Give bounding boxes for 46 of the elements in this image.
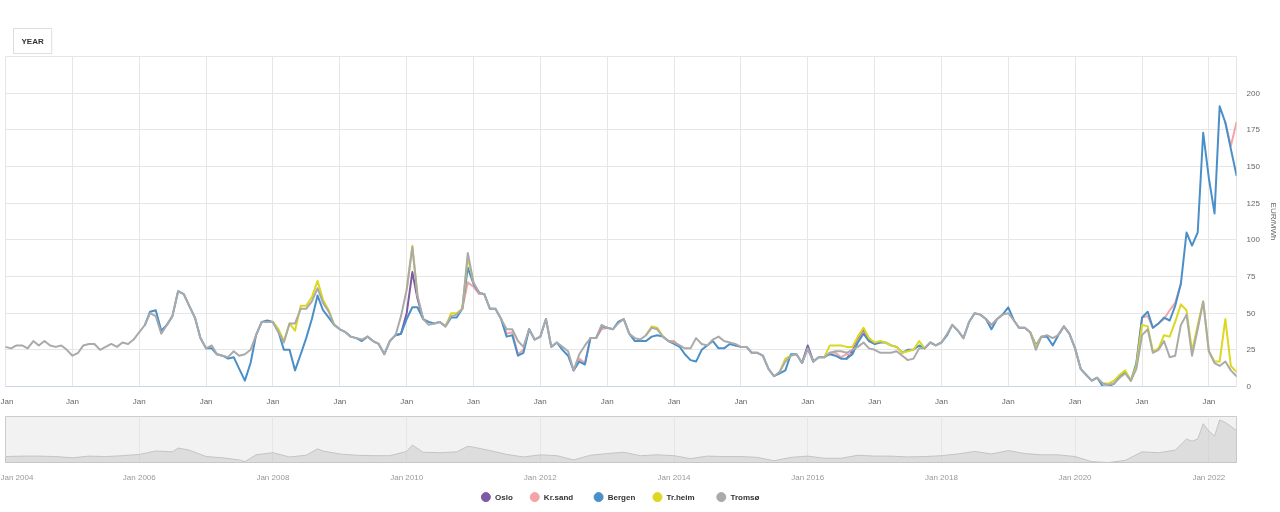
legend-label: Tromsø [730,492,760,502]
x-tick-label: Jan [266,396,280,406]
legend-label: Tr.heim [666,492,695,502]
x-tick-label: Jan [0,396,14,406]
x-tick-label: Jan 2004 [0,472,34,482]
x-tick-label: Jan [199,396,213,406]
y-tick-label: 0 [1246,382,1252,391]
x-tick-label: Jan [132,396,146,406]
x-tick-label: Jan [868,396,882,406]
x-tick-label: Jan [801,396,815,406]
x-tick-label: Jan 2016 [791,472,825,482]
legend-label: Bergen [607,492,636,502]
x-tick-label: Jan [1202,396,1216,406]
x-tick-label: Jan 2010 [390,472,424,482]
x-tick-label: Jan [333,396,347,406]
x-tick-label: Jan [400,396,414,406]
y-tick-label: 150 [1246,162,1261,171]
x-tick-label: Jan [467,396,480,406]
x-tick-label: Jan [600,396,614,406]
y-tick-label: 75 [1246,272,1256,281]
x-tick-label: Jan 2020 [1058,472,1093,482]
line-series [5,246,1237,387]
x-tick-label: Jan [1001,396,1015,406]
y-tick-label: 100 [1246,235,1261,245]
y-tick-label: 25 [1246,345,1256,355]
x-tick-label: Jan 2022 [1192,472,1226,482]
y-axis-title: EUR/MWh [1268,202,1278,241]
x-tick-label: Jan 2006 [122,472,157,482]
x-tick-label: Jan [533,396,547,406]
x-tick-label: Jan [1135,396,1149,406]
x-tick-label: Jan 2008 [256,472,290,482]
text: YEAR [21,36,44,46]
y-tick-label: 50 [1246,308,1256,318]
x-tick-label: Jan 2014 [657,472,692,482]
x-tick-label: Jan 2018 [925,472,959,482]
x-tick-label: Jan [935,396,948,406]
x-tick-label: Jan [1068,396,1082,406]
y-tick-label: 125 [1246,198,1261,208]
x-tick-label: Jan 2012 [523,472,558,482]
y-tick-label: 175 [1246,125,1261,135]
legend-label: Oslo [495,492,513,502]
x-tick-label: Jan [66,396,79,406]
x-tick-label: Jan [667,396,681,406]
x-tick-label: Jan [734,396,748,406]
y-tick-label: 200 [1246,88,1261,98]
legend-label: Kr.sand [543,492,574,502]
